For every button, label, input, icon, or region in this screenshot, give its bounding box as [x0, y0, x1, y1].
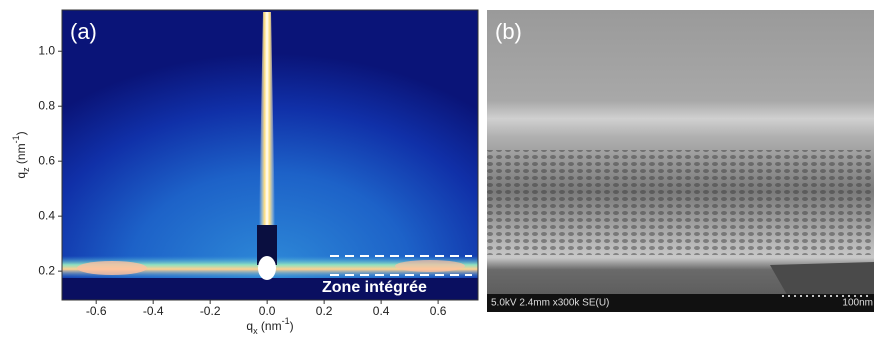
y-tick-label: 0.8	[38, 98, 55, 112]
x-tick-label: 0.4	[373, 304, 390, 318]
panel-label: (b)	[495, 19, 522, 44]
y-tick-label: 0.6	[38, 153, 55, 167]
x-tick-label: 0.6	[430, 304, 447, 318]
label-part: (nm	[258, 319, 282, 333]
label-part: )	[290, 319, 294, 333]
beamstop-shadow	[62, 278, 478, 300]
sem-footer	[487, 294, 874, 312]
beamstop	[257, 225, 277, 265]
x-axis-label: qx (nm-1)	[246, 316, 293, 336]
sem-info: 5.0kV 2.4mm x300k SE(U)	[491, 298, 609, 309]
panel-label: (a)	[70, 19, 97, 44]
label-part: )	[14, 131, 28, 135]
scale-label: 100nm	[842, 298, 873, 309]
porous-layer	[487, 150, 874, 255]
label-part: x	[253, 326, 258, 336]
label-part: (nm	[14, 143, 28, 167]
direct-beam	[258, 256, 276, 280]
y-tick-label: 0.2	[38, 263, 55, 277]
x-tick-label: -0.2	[200, 304, 221, 318]
x-tick-label: -0.4	[143, 304, 164, 318]
substrate-fragment	[770, 262, 874, 300]
label-part: -1	[11, 135, 21, 143]
label-part: z	[21, 167, 31, 172]
annotation: Zone intégrée	[322, 279, 427, 296]
label-part: q	[246, 319, 253, 333]
peak	[77, 261, 147, 275]
y-tick-label: 1.0	[38, 43, 55, 57]
x-tick-label: 0.2	[316, 304, 333, 318]
axes-frame	[61, 9, 479, 301]
label-part: q	[14, 172, 28, 179]
x-tick-label: 0.0	[259, 304, 276, 318]
y-tick-label: 0.4	[38, 208, 55, 222]
label-part: -1	[282, 316, 290, 326]
specular-rod	[259, 12, 275, 225]
y-axis-label: qz (nm-1)	[11, 131, 31, 178]
x-tick-label: -0.6	[86, 304, 107, 318]
peak	[395, 260, 465, 272]
